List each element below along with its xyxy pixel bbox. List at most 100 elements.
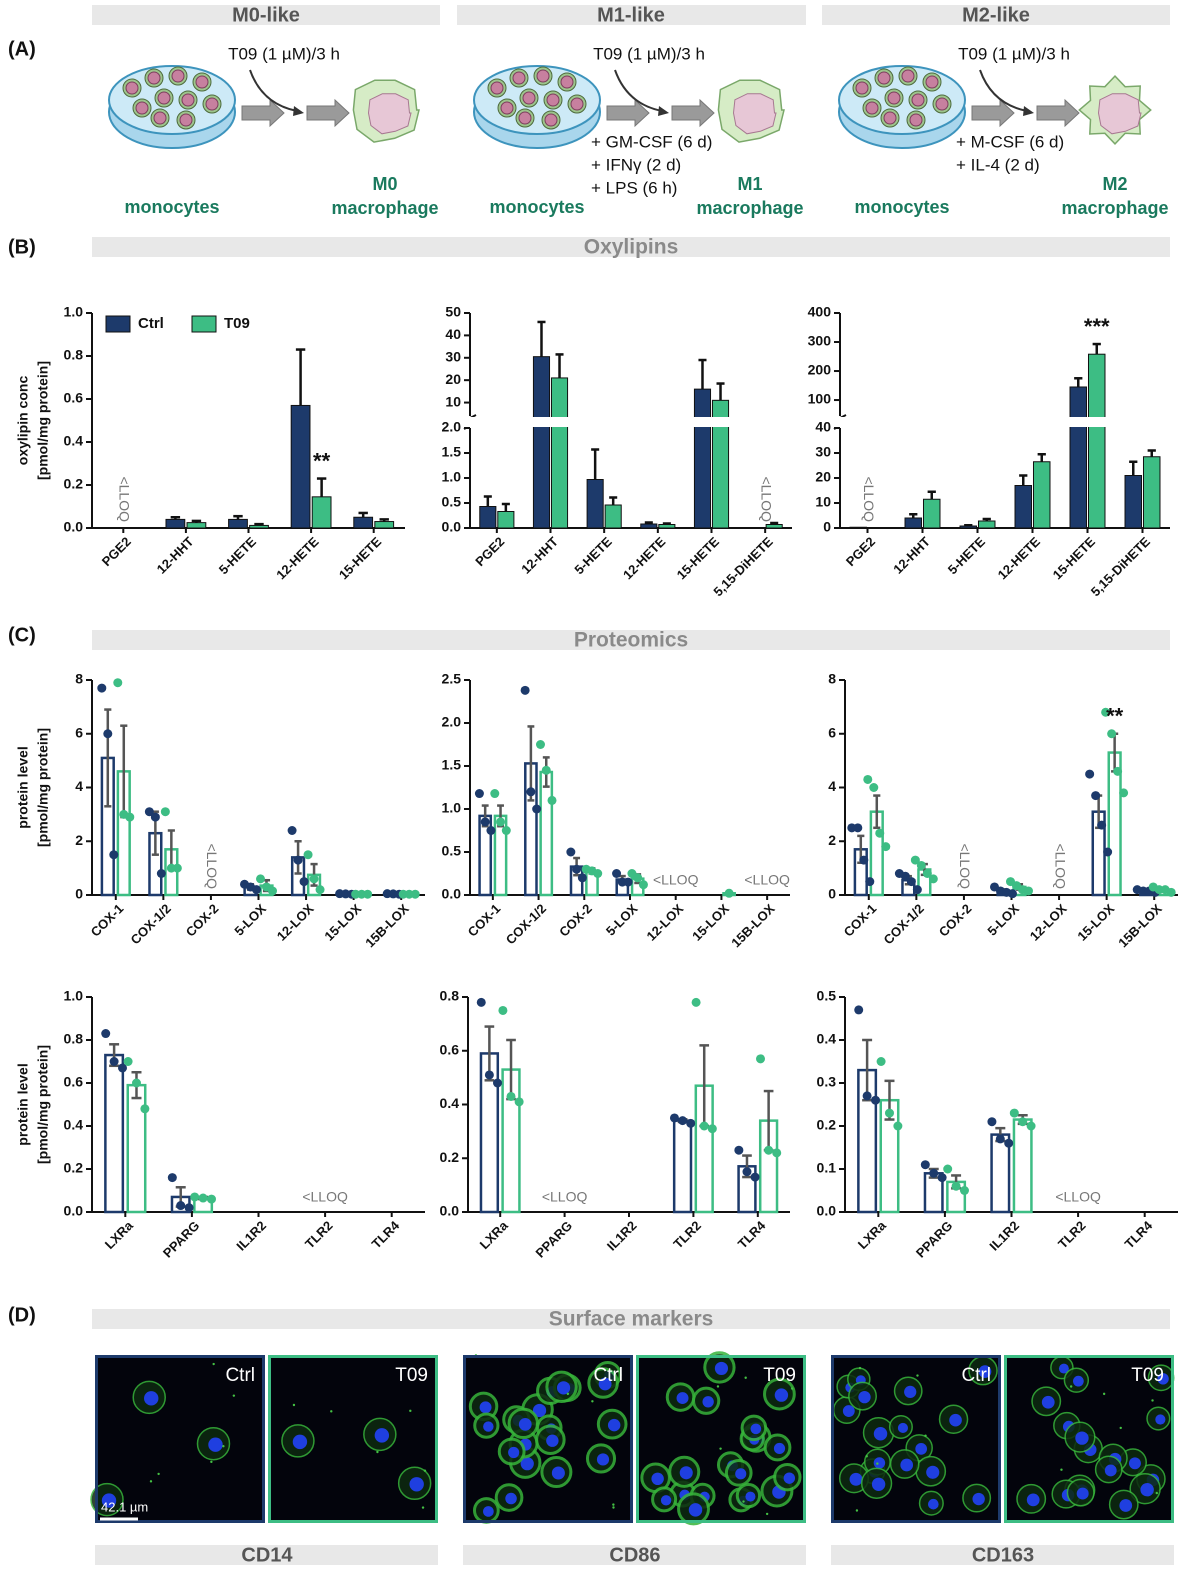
data-point (987, 1117, 996, 1126)
y-tick-label: 0.5 (817, 988, 837, 1004)
data-point (917, 861, 926, 870)
data-point (515, 1097, 524, 1106)
data-point (929, 874, 938, 883)
data-point (300, 877, 309, 886)
y-tick-label: 20 (815, 469, 831, 485)
speck (742, 1500, 744, 1502)
speck (1070, 1385, 1072, 1387)
start-label: monocytes (124, 197, 219, 217)
x-tick-label: 5-LOX (603, 901, 641, 939)
speck (916, 1374, 918, 1376)
data-point (921, 1160, 930, 1169)
speck (1103, 1393, 1105, 1395)
data-point (304, 850, 313, 859)
data-point (593, 869, 602, 878)
speck (766, 1513, 768, 1515)
monocyte-nucleus (571, 98, 583, 110)
data-point (670, 1113, 679, 1122)
y-tick-label: 0.0 (442, 886, 462, 902)
y-tick-label: 0.4 (64, 1117, 84, 1133)
bar (480, 507, 496, 529)
cell-nucleus (926, 1466, 939, 1479)
data-point (578, 873, 587, 882)
cell-nucleus (949, 1414, 962, 1427)
y-tick-label: 0.0 (817, 1203, 837, 1219)
significance: *** (1084, 314, 1110, 339)
data-point (502, 826, 511, 835)
y-tick-label: 0 (823, 519, 831, 535)
cell-nucleus (483, 1421, 493, 1431)
x-tick-label: 12-HETE (620, 534, 669, 583)
cell-nucleus (480, 1401, 492, 1413)
cell-nucleus (702, 1396, 713, 1407)
data-point (532, 805, 541, 814)
x-tick-label: PGE2 (843, 534, 878, 569)
y-axis-label: protein level (15, 1063, 31, 1145)
speck (567, 1393, 569, 1395)
y-tick-label: 400 (808, 304, 832, 320)
cell-nucleus (677, 1392, 689, 1404)
monocyte-nucleus (172, 70, 184, 82)
y-tick-label: 2.5 (442, 671, 462, 687)
significance: ** (1106, 704, 1124, 729)
lloq-note: <LLOQ (957, 843, 973, 889)
bar (674, 1121, 691, 1212)
data-point (268, 886, 277, 895)
x-tick-label: TLR2 (670, 1218, 704, 1252)
data-point (725, 889, 734, 898)
monocyte-nucleus (561, 76, 573, 88)
data-point (624, 878, 633, 887)
data-point (207, 1195, 216, 1204)
x-tick-label: COX-1/2 (881, 901, 927, 947)
condition: + M-CSF (6 d) (956, 132, 1064, 151)
data-point (572, 865, 581, 874)
legend-swatch (192, 316, 216, 332)
bar (694, 389, 710, 528)
condition: + IFNγ (2 d) (591, 155, 681, 174)
speck (293, 1404, 295, 1406)
data-point (1091, 791, 1100, 800)
x-tick-label: 5-LOX (231, 901, 269, 939)
data-point (101, 1029, 110, 1038)
speck (744, 1377, 746, 1379)
data-point (929, 1169, 938, 1178)
y-tick-label: 2 (75, 832, 83, 848)
monocyte-nucleus (866, 102, 878, 114)
lloq-note: <LLOQ (302, 1189, 348, 1205)
cell-nucleus (715, 1362, 728, 1375)
x-tick-label: 12-LOX (643, 901, 686, 944)
monocyte-nucleus (878, 72, 890, 84)
y-tick-label: 200 (808, 362, 832, 378)
cell-nucleus (745, 1492, 755, 1502)
x-tick-label: COX-2 (183, 901, 222, 940)
image-label: T09 (1131, 1365, 1164, 1386)
monocyte-nucleus (158, 92, 170, 104)
speck (591, 1400, 593, 1402)
x-tick-label: 5-HETE (945, 534, 989, 578)
column-title: M0-like (232, 4, 300, 26)
monocyte-nucleus (884, 112, 896, 124)
legend-label: T09 (224, 315, 250, 332)
x-tick-label: 15B-LOX (728, 901, 778, 951)
bar (354, 517, 373, 528)
bar (850, 527, 867, 528)
y-axis-label: oxylipin conc (15, 376, 31, 466)
y-tick-label: 0.0 (442, 519, 462, 535)
cell-nucleus (505, 1493, 517, 1505)
lloq-note: <LLOQ (542, 1189, 588, 1205)
data-point (185, 1203, 194, 1212)
process-arrow (672, 100, 714, 126)
cell-nucleus (680, 1466, 693, 1479)
monocyte-nucleus (519, 112, 531, 124)
y-tick-label: 10 (445, 393, 461, 409)
data-point (132, 1079, 141, 1088)
cell-nucleus (689, 1503, 702, 1516)
data-point (316, 885, 325, 894)
lloq-note: <LLOQ (204, 843, 220, 889)
cell-nucleus (1129, 1457, 1141, 1469)
y-tick-label: 20 (445, 371, 461, 387)
y-tick-label: 0.2 (64, 476, 84, 492)
data-point (865, 877, 874, 886)
speck (876, 1462, 878, 1464)
data-point (542, 766, 551, 775)
